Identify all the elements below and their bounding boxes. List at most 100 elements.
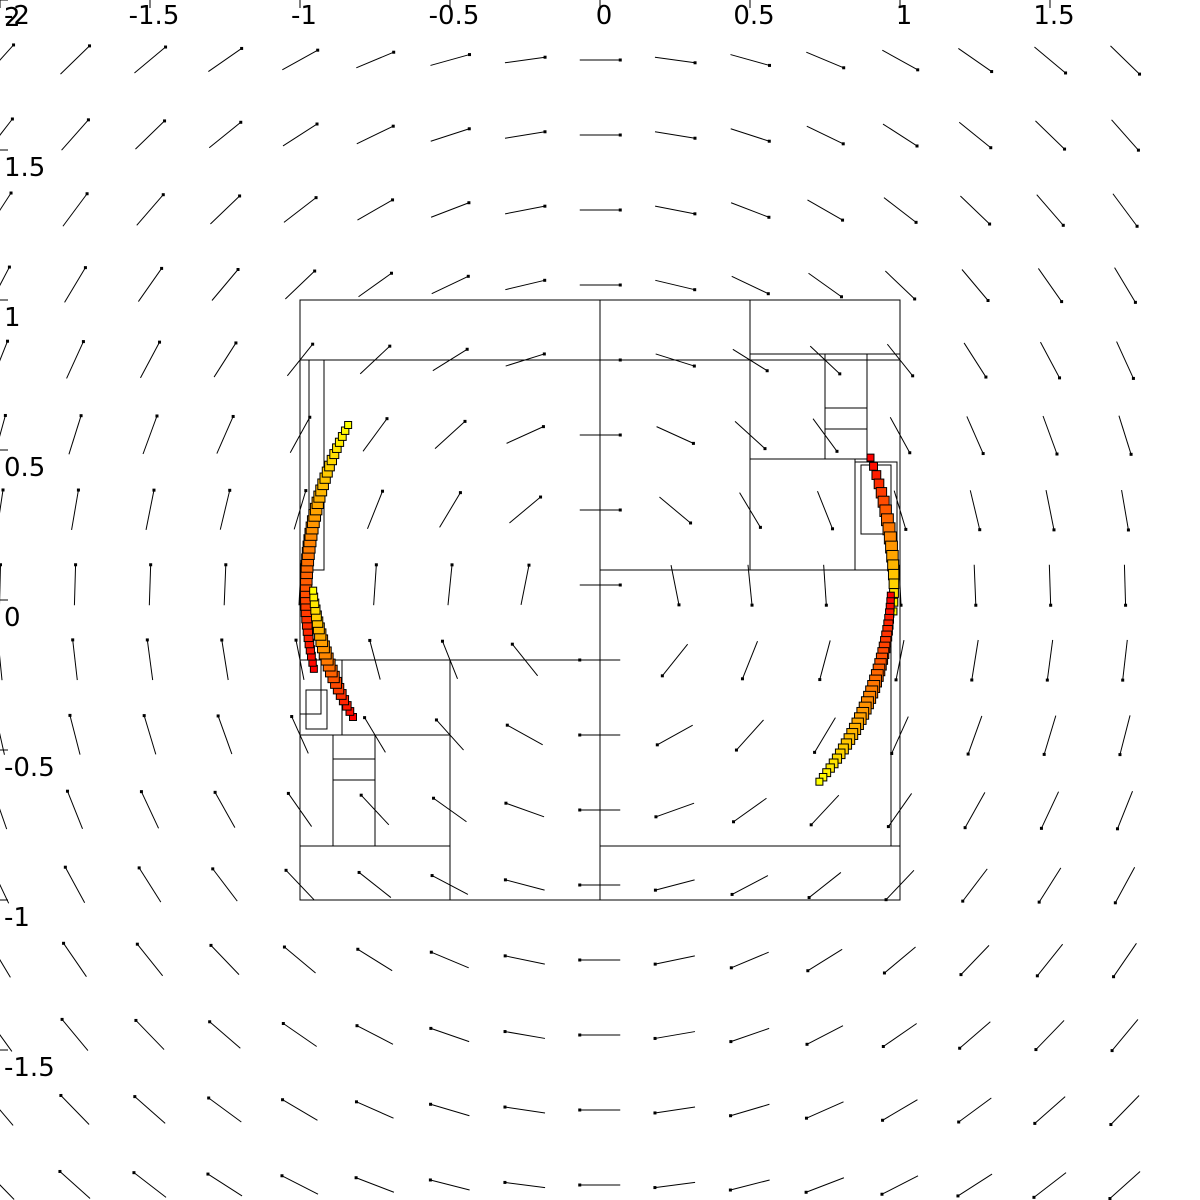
field-arrow-dot bbox=[957, 1120, 960, 1123]
field-arrow-dot bbox=[767, 216, 770, 219]
field-arrow-line bbox=[140, 342, 159, 378]
field-arrow-line bbox=[1114, 943, 1137, 976]
field-arrow-line bbox=[74, 565, 75, 605]
field-arrow-dot bbox=[10, 192, 13, 195]
field-arrow-line bbox=[209, 1098, 242, 1122]
field-arrow-line bbox=[656, 803, 694, 817]
field-arrow-line bbox=[61, 1095, 89, 1124]
field-arrow-dot bbox=[768, 64, 771, 67]
field-arrow-dot bbox=[693, 212, 696, 215]
field-arrow-dot bbox=[881, 1119, 884, 1122]
field-arrow-line bbox=[807, 200, 842, 220]
field-arrow-line bbox=[1124, 565, 1125, 605]
trajectory-point bbox=[345, 421, 352, 428]
field-arrow-dot bbox=[136, 943, 139, 946]
field-arrow-line bbox=[736, 720, 763, 750]
field-arrow-dot bbox=[880, 1193, 883, 1196]
field-arrow-dot bbox=[1032, 1196, 1035, 1199]
field-arrow-line bbox=[69, 416, 81, 455]
y-tick-label: -0.5 bbox=[4, 753, 55, 783]
quadtree-cell bbox=[600, 846, 900, 900]
field-arrow-dot bbox=[164, 46, 167, 49]
field-arrow-line bbox=[505, 132, 545, 138]
field-arrow-dot bbox=[59, 1094, 62, 1097]
y-tick-label: -1.5 bbox=[4, 1053, 55, 1083]
field-arrow-line bbox=[222, 640, 228, 680]
field-arrow-line bbox=[137, 195, 164, 226]
field-arrow-line bbox=[283, 1100, 318, 1121]
field-arrow-line bbox=[655, 206, 695, 214]
field-arrow-line bbox=[0, 490, 3, 530]
field-arrow-dot bbox=[138, 866, 141, 869]
field-arrow-dot bbox=[578, 884, 581, 887]
field-arrow-dot bbox=[132, 1171, 135, 1174]
field-arrow-line bbox=[817, 491, 832, 529]
field-arrow-line bbox=[208, 48, 241, 71]
field-arrow-dot bbox=[1062, 224, 1065, 227]
field-arrow-line bbox=[974, 565, 976, 605]
field-arrow-line bbox=[960, 196, 989, 224]
field-arrow-line bbox=[137, 944, 162, 976]
field-arrow-line bbox=[505, 57, 545, 63]
field-arrow-dot bbox=[689, 521, 692, 524]
quadtree-cell bbox=[600, 570, 891, 846]
field-arrow-line bbox=[655, 1107, 695, 1113]
field-arrow-line bbox=[505, 1032, 545, 1039]
field-arrow-dot bbox=[228, 489, 231, 492]
field-arrow-line bbox=[1046, 490, 1054, 530]
field-arrow-dot bbox=[841, 219, 844, 222]
field-arrow-dot bbox=[882, 1045, 885, 1048]
field-arrow-dot bbox=[759, 526, 762, 529]
field-arrow-dot bbox=[381, 490, 384, 493]
field-arrow-dot bbox=[234, 341, 237, 344]
field-arrow-dot bbox=[358, 871, 361, 874]
field-arrow-dot bbox=[825, 604, 828, 607]
field-arrow-dot bbox=[240, 47, 243, 50]
field-arrow-dot bbox=[1038, 901, 1041, 904]
field-arrow-line bbox=[507, 427, 544, 444]
field-arrow-line bbox=[359, 273, 392, 297]
field-arrow-line bbox=[358, 949, 392, 970]
field-arrow-dot bbox=[729, 1040, 732, 1043]
field-arrow-line bbox=[742, 641, 757, 679]
field-arrow-dot bbox=[61, 1018, 64, 1021]
field-arrow-dot bbox=[731, 893, 734, 896]
field-arrow-line bbox=[1120, 715, 1130, 754]
field-arrow-dot bbox=[619, 284, 622, 287]
field-arrow-dot bbox=[840, 295, 843, 298]
field-arrow-dot bbox=[619, 584, 622, 587]
y-tick-label: 2 bbox=[4, 3, 21, 33]
field-arrow-dot bbox=[392, 125, 395, 128]
field-arrow-line bbox=[285, 271, 314, 299]
field-arrow-dot bbox=[1040, 827, 1043, 830]
field-arrow-dot bbox=[368, 639, 371, 642]
field-arrow-dot bbox=[543, 279, 546, 282]
field-arrow-line bbox=[218, 716, 232, 754]
y-tick-label: 1.5 bbox=[4, 153, 45, 183]
field-arrow-line bbox=[0, 565, 1, 605]
field-arrow-dot bbox=[1114, 901, 1117, 904]
field-arrow-dot bbox=[1033, 1122, 1036, 1125]
field-arrow-line bbox=[135, 1097, 165, 1124]
field-arrow-line bbox=[1039, 868, 1061, 902]
field-arrow-line bbox=[0, 415, 5, 454]
field-arrow-line bbox=[224, 565, 226, 605]
field-arrow-dot bbox=[692, 442, 695, 445]
field-arrow-dot bbox=[887, 825, 890, 828]
field-arrow-line bbox=[0, 267, 9, 303]
field-arrow-dot bbox=[619, 134, 622, 137]
field-arrow-dot bbox=[527, 564, 530, 567]
field-arrow-dot bbox=[1036, 974, 1039, 977]
field-arrow-dot bbox=[908, 451, 911, 454]
field-arrow-line bbox=[357, 1026, 393, 1045]
field-arrow-dot bbox=[964, 826, 967, 829]
field-arrow-line bbox=[431, 952, 468, 968]
field-arrow-dot bbox=[1127, 528, 1130, 531]
field-arrow-line bbox=[883, 1024, 916, 1047]
field-arrow-dot bbox=[62, 942, 65, 945]
field-arrow-dot bbox=[149, 563, 152, 566]
field-arrow-dot bbox=[504, 878, 507, 881]
field-arrow-dot bbox=[730, 966, 733, 969]
field-arrow-dot bbox=[1138, 73, 1141, 76]
field-arrow-dot bbox=[544, 56, 547, 59]
